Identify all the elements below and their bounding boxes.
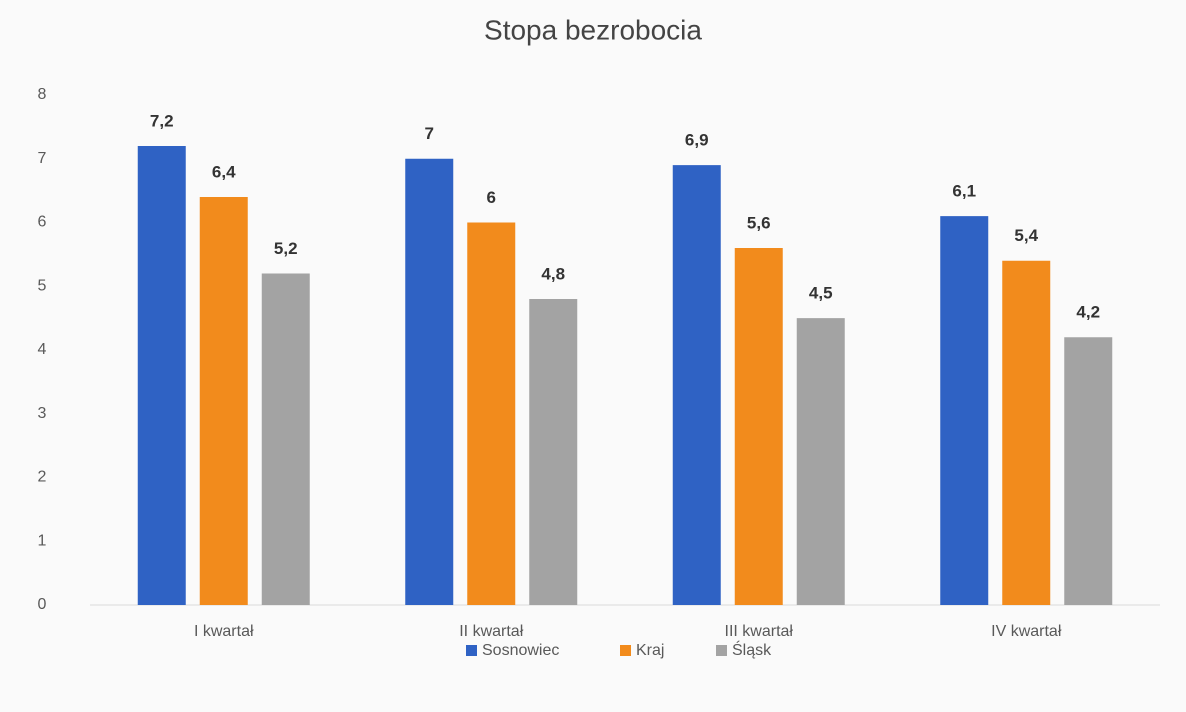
- bar: [529, 299, 578, 605]
- legend-label: Śląsk: [732, 640, 772, 659]
- y-tick-label: 0: [38, 596, 47, 613]
- value-label: 7,2: [150, 111, 174, 130]
- y-tick-label: 4: [38, 341, 47, 358]
- value-label: 4,2: [1076, 303, 1100, 322]
- y-tick-label: 7: [38, 150, 47, 167]
- value-label: 4,5: [809, 284, 833, 303]
- value-label: 6,1: [952, 182, 976, 201]
- bar: [940, 216, 989, 605]
- bar: [261, 273, 310, 605]
- y-tick-label: 6: [38, 214, 47, 231]
- bar: [405, 158, 454, 605]
- legend-swatch: [466, 645, 477, 656]
- value-label: 6,4: [212, 162, 236, 181]
- chart-title: Stopa bezrobocia: [484, 14, 702, 45]
- legend-swatch: [620, 645, 631, 656]
- y-tick-label: 5: [38, 277, 47, 294]
- value-label: 7: [425, 124, 434, 143]
- bar: [1064, 337, 1113, 605]
- y-tick-label: 8: [38, 86, 47, 103]
- value-label: 6,9: [685, 131, 709, 150]
- x-tick-label: IV kwartał: [991, 623, 1062, 640]
- bar: [672, 165, 721, 605]
- y-tick-label: 2: [38, 469, 47, 486]
- value-label: 4,8: [541, 264, 565, 283]
- bar: [137, 146, 186, 605]
- x-tick-label: III kwartał: [725, 623, 794, 640]
- x-tick-label: II kwartał: [459, 623, 523, 640]
- y-tick-label: 3: [38, 405, 47, 422]
- legend-label: Kraj: [636, 642, 664, 659]
- bar: [734, 248, 783, 605]
- y-tick-label: 1: [38, 532, 47, 549]
- bar: [1002, 260, 1051, 605]
- bar: [796, 318, 845, 605]
- bar: [199, 197, 248, 605]
- value-label: 5,6: [747, 213, 771, 232]
- value-label: 5,4: [1014, 226, 1038, 245]
- value-label: 6: [487, 188, 496, 207]
- legend-label: Sosnowiec: [482, 642, 559, 659]
- legend-swatch: [716, 645, 727, 656]
- x-tick-label: I kwartał: [194, 623, 254, 640]
- bar: [467, 222, 516, 605]
- value-label: 5,2: [274, 239, 298, 258]
